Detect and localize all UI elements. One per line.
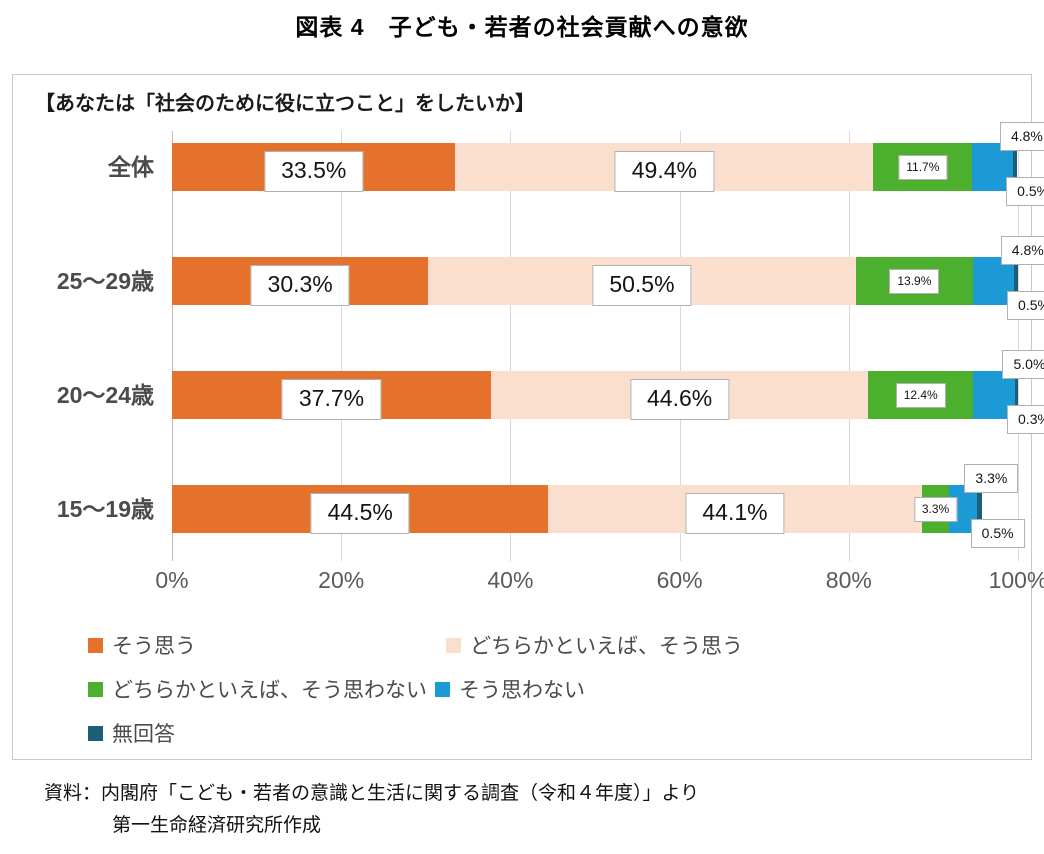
- data-label: 4.8%: [999, 122, 1044, 151]
- data-label: 13.9%: [889, 269, 940, 294]
- legend-item[interactable]: どちらかといえば、そう思う: [446, 630, 743, 660]
- legend-label: そう思わない: [459, 679, 585, 702]
- x-axis-tick: 20%: [318, 567, 365, 593]
- bar-segment: [1015, 371, 1018, 419]
- bar-segment: [973, 257, 1014, 305]
- bar-segment: [972, 143, 1013, 191]
- legend-row: どちらかといえば、そう思わない そう思わない: [88, 667, 1008, 711]
- data-label: 30.3%: [250, 265, 350, 306]
- bar-row: 25〜29歳 30.3% 50.5% 13.9% 4.8% 0.5%: [57, 236, 1044, 320]
- data-label: 44.1%: [685, 493, 785, 534]
- data-label: 49.4%: [614, 151, 714, 192]
- stacked-bar: [172, 485, 1018, 533]
- gridline-100: [1018, 131, 1019, 561]
- bar-row: 全体 33.5% 49.4% 11.7% 4.8% 0.5%: [108, 122, 1044, 206]
- source-note-line-2: 第一生命経済研究所作成: [112, 815, 322, 836]
- legend-label: どちらかといえば、そう思わない: [112, 679, 427, 702]
- data-label: 0.5%: [1007, 291, 1044, 320]
- legend-item[interactable]: どちらかといえば、そう思わない: [88, 674, 427, 704]
- x-axis-tick: 100%: [988, 567, 1044, 593]
- x-axis-tick: 80%: [825, 567, 872, 593]
- legend-swatch-icon: [88, 637, 103, 653]
- data-label: 37.7%: [281, 379, 382, 420]
- legend-swatch-icon: [446, 637, 461, 653]
- data-label: 12.4%: [895, 383, 946, 408]
- x-axis-tick: 60%: [656, 567, 703, 593]
- page-title: 図表 4 子ども・若者の社会貢献への意欲: [295, 14, 749, 40]
- data-label: 3.3%: [964, 464, 1019, 493]
- category-label: 20〜24歳: [56, 382, 154, 408]
- legend-label: どちらかといえば、そう思う: [470, 635, 743, 658]
- plot-area: 全体 33.5% 49.4% 11.7% 4.8% 0.5% 25〜29歳 30.3% 50.5…: [57, 122, 1044, 561]
- data-label: 0.5%: [1006, 177, 1044, 206]
- data-label: 0.3%: [1007, 405, 1044, 434]
- gridline-60: [679, 131, 681, 561]
- data-label: 11.7%: [898, 155, 948, 180]
- x-axis: 0% 20% 40% 60% 80% 100%: [155, 567, 1044, 607]
- legend-row: 無回答: [88, 711, 1008, 755]
- legend-label: そう思う: [112, 635, 196, 658]
- data-label: 33.5%: [264, 151, 364, 192]
- x-axis-tick: 0%: [155, 567, 189, 593]
- legend-item[interactable]: そう思わない: [435, 674, 585, 704]
- gridline-80: [848, 131, 850, 561]
- data-label: 5.0%: [1002, 350, 1044, 379]
- source-note-line-1: 資料：内閣府「こども・若者の意識と生活に関する調査（令和４年度）」より: [44, 783, 700, 804]
- data-label: 44.5%: [310, 493, 410, 534]
- bar-segment: [977, 485, 982, 533]
- data-label: 3.3%: [913, 497, 958, 522]
- data-label: 0.5%: [970, 519, 1025, 548]
- source-note: 資料：内閣府「こども・若者の意識と生活に関する調査（令和４年度）」より 第一生命…: [44, 778, 1004, 842]
- legend-item[interactable]: 無回答: [88, 718, 175, 748]
- legend-swatch-icon: [88, 725, 103, 741]
- bar-segment: [1012, 143, 1018, 191]
- bar-segment: [1013, 257, 1018, 305]
- data-label: 4.8%: [1000, 236, 1044, 265]
- category-label: 全体: [108, 154, 154, 180]
- data-label: 50.5%: [592, 265, 692, 306]
- bar-row: 15〜19歳 44.5% 44.1% 3.3% 3.3% 0.5%: [57, 464, 1025, 548]
- legend-row: そう思う どちらかといえば、そう思う: [88, 623, 1008, 667]
- category-label: 25〜29歳: [56, 268, 154, 294]
- gridline-20: [341, 131, 343, 561]
- legend-swatch-icon: [435, 681, 450, 697]
- gridline-40: [510, 131, 512, 561]
- legend-item[interactable]: そう思う: [88, 630, 196, 660]
- bar-row: 20〜24歳 37.7% 44.6% 12.4% 5.0% 0.3%: [57, 350, 1044, 434]
- legend-label: 無回答: [112, 723, 175, 746]
- data-label: 44.6%: [629, 379, 730, 420]
- chart-subtitle: 【あなたは「社会のために役に立つこと」をしたいか】: [35, 93, 535, 115]
- gridline-0: [172, 131, 173, 561]
- chart-frame: 【あなたは「社会のために役に立つこと」をしたいか】 全体 33.5% 49.4% 11…: [12, 74, 1044, 760]
- x-axis-tick: 40%: [487, 567, 534, 593]
- category-label: 15〜19歳: [56, 496, 154, 522]
- legend-swatch-icon: [88, 681, 103, 697]
- chart-legend: そう思う どちらかといえば、そう思うどちらかといえば、そう思わない そう思わない無回…: [88, 623, 1008, 755]
